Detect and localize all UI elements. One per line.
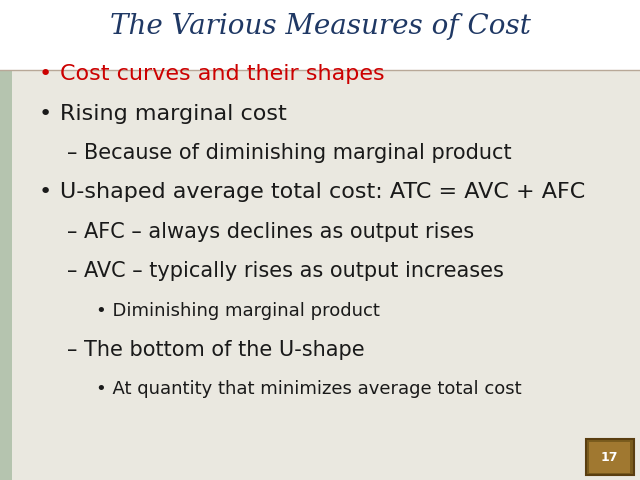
Text: Rising marginal cost: Rising marginal cost xyxy=(60,104,286,124)
FancyBboxPatch shape xyxy=(0,70,12,480)
Text: U-shaped average total cost: ATC = AVC + AFC: U-shaped average total cost: ATC = AVC +… xyxy=(60,182,585,203)
Text: – AVC – typically rises as output increases: – AVC – typically rises as output increa… xyxy=(67,261,504,281)
FancyBboxPatch shape xyxy=(0,0,640,70)
FancyBboxPatch shape xyxy=(586,439,634,475)
Text: – Because of diminishing marginal product: – Because of diminishing marginal produc… xyxy=(67,143,512,163)
Text: • Diminishing marginal product: • Diminishing marginal product xyxy=(96,301,380,320)
Text: •: • xyxy=(38,64,52,84)
FancyBboxPatch shape xyxy=(589,442,630,473)
Text: • At quantity that minimizes average total cost: • At quantity that minimizes average tot… xyxy=(96,380,522,398)
Text: – AFC – always declines as output rises: – AFC – always declines as output rises xyxy=(67,222,474,242)
Text: 17: 17 xyxy=(601,451,618,464)
Text: •: • xyxy=(38,182,52,203)
Text: Cost curves and their shapes: Cost curves and their shapes xyxy=(60,64,384,84)
Text: •: • xyxy=(38,104,52,124)
FancyBboxPatch shape xyxy=(0,70,640,480)
Text: – The bottom of the U-shape: – The bottom of the U-shape xyxy=(67,340,365,360)
Text: The Various Measures of Cost: The Various Measures of Cost xyxy=(109,13,531,40)
